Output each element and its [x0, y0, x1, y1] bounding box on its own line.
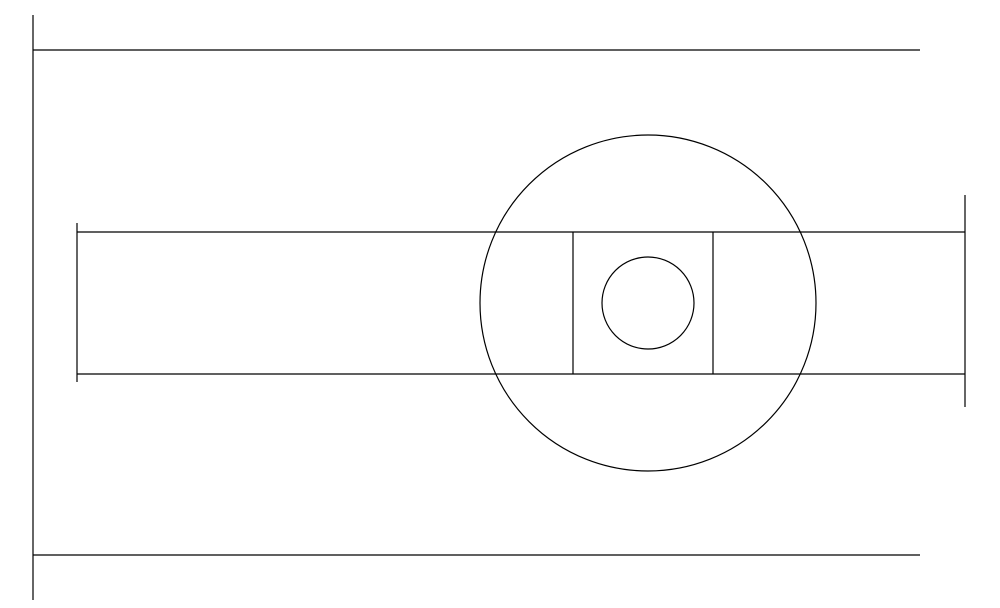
small_circle — [602, 257, 694, 349]
technical-drawing — [0, 0, 1000, 608]
shapes-group — [33, 15, 965, 600]
large_circle — [480, 135, 816, 471]
